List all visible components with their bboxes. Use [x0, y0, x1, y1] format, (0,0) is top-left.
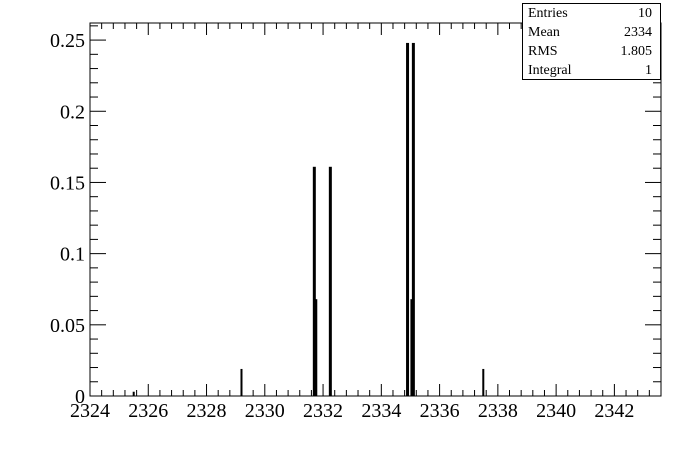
y-tick-label: 0	[75, 386, 85, 408]
y-tick-label: 0.2	[60, 101, 85, 123]
bar-1	[240, 368, 243, 396]
stats-value-integral: 1	[645, 63, 652, 78]
stats-label-rms: RMS	[528, 44, 558, 59]
stats-value-rms: 1.805	[620, 44, 653, 59]
x-tick-label: 2324	[70, 400, 110, 422]
y-tick-label: 0.05	[50, 315, 85, 337]
bar-0	[132, 391, 135, 396]
y-tick-label: 0.1	[60, 244, 85, 266]
stats-row-entries: Entries 10	[523, 4, 660, 23]
x-tick-label: 2330	[245, 400, 285, 422]
x-tick-label: 2328	[187, 400, 227, 422]
x-tick-label: 2326	[128, 400, 168, 422]
stats-row-integral: Integral 1	[523, 61, 660, 80]
x-tick-label: 2340	[536, 400, 576, 422]
bar-5	[406, 42, 410, 396]
stats-value-entries: 10	[638, 6, 652, 21]
x-tick-label: 2336	[420, 400, 460, 422]
stats-box: Entries 10 Mean 2334 RMS 1.805 Integral …	[522, 3, 661, 80]
stats-row-mean: Mean 2334	[523, 23, 660, 42]
x-tick-label: 2338	[478, 400, 518, 422]
y-tick-label: 0.25	[50, 30, 85, 52]
x-tick-label: 2332	[303, 400, 343, 422]
stats-row-rms: RMS 1.805	[523, 42, 660, 61]
plot-frame	[89, 22, 662, 397]
stats-value-mean: 2334	[624, 25, 652, 40]
stats-label-mean: Mean	[528, 25, 560, 40]
stats-label-integral: Integral	[528, 63, 572, 78]
x-tick-label: 2342	[594, 400, 634, 422]
bar-7	[411, 42, 415, 396]
bar-3	[314, 299, 318, 396]
bar-8	[482, 368, 485, 396]
bar-4	[328, 166, 332, 396]
stats-label-entries: Entries	[528, 6, 568, 21]
x-tick-label: 2334	[361, 400, 401, 422]
bar-2	[312, 166, 316, 396]
y-tick-label: 0.15	[50, 172, 85, 194]
